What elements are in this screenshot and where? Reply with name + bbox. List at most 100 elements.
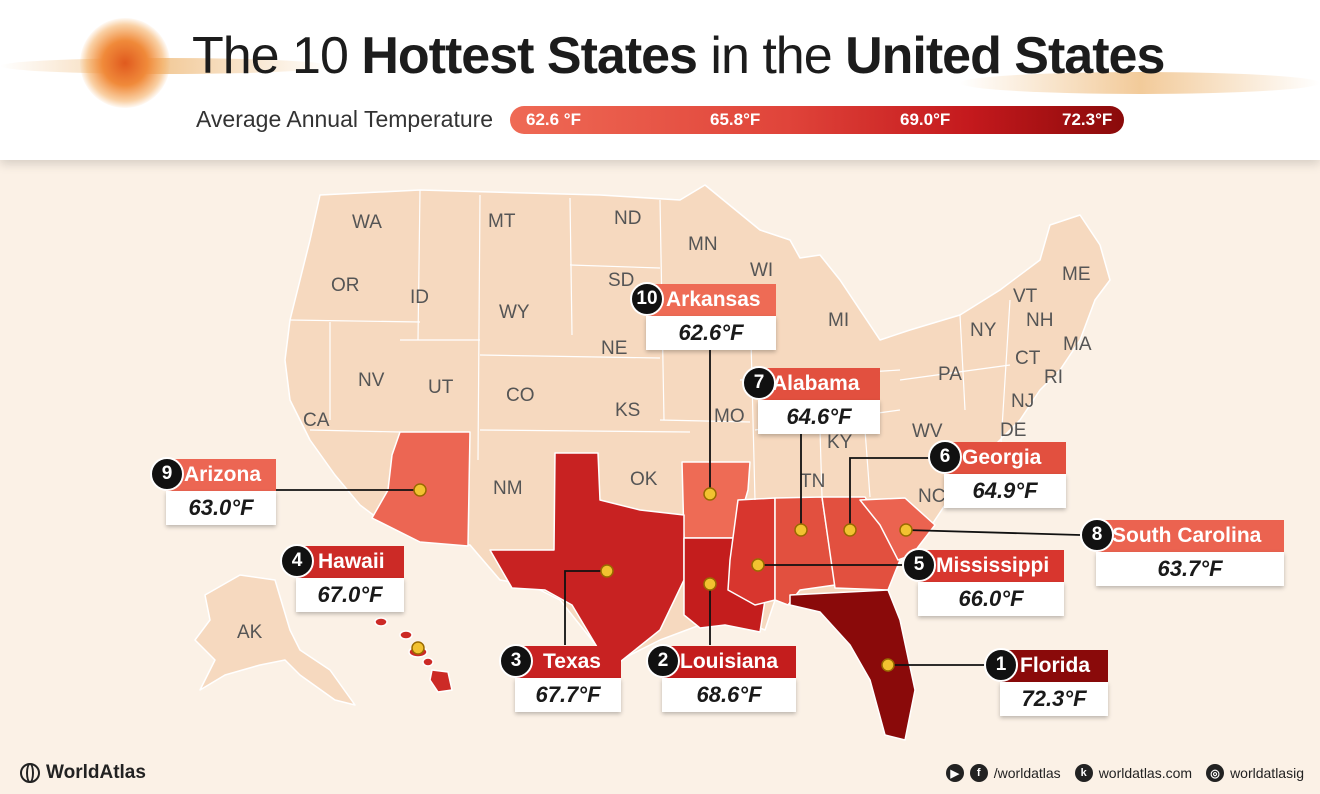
card-temp: 64.6°F	[758, 400, 880, 434]
website-icon[interactable]: k	[1074, 764, 1093, 782]
instagram-handle[interactable]: worldatlasig	[1230, 765, 1304, 781]
state-florida	[789, 589, 916, 741]
card-hawaii: Hawaii 67.0°F 4	[280, 544, 404, 612]
leader-lines	[275, 348, 1081, 666]
card-temp: 67.0°F	[296, 578, 404, 612]
label-mi: MI	[828, 310, 849, 331]
rank-badge: 2	[646, 644, 680, 678]
rank-badge: 8	[1080, 518, 1114, 552]
rank-badge: 6	[928, 440, 962, 474]
label-ri: RI	[1044, 367, 1063, 388]
label-ak: AK	[237, 622, 263, 643]
scale-label-2: 65.8°F	[710, 110, 761, 129]
card-state-name: Texas	[543, 650, 601, 673]
pin-georgia	[843, 523, 857, 537]
card-state-name: Arkansas	[666, 288, 761, 311]
card-temp: 72.3°F	[1000, 682, 1108, 716]
label-wi: WI	[750, 260, 773, 281]
card-name-bar: Louisiana	[662, 646, 796, 678]
card-alabama: Alabama 64.6°F 7	[742, 366, 880, 434]
card-name-bar: South Carolina	[1096, 520, 1284, 552]
facebook-icon[interactable]: f	[969, 764, 988, 782]
card-arkansas: Arkansas 62.6°F 10	[630, 282, 776, 350]
label-mo: MO	[714, 406, 745, 427]
card-temp: 63.0°F	[166, 491, 276, 525]
label-tn: TN	[800, 471, 825, 492]
page-title: The 10 Hottest States in the United Stat…	[192, 26, 1165, 86]
card-state-name: Florida	[1020, 654, 1091, 677]
label-wv: WV	[912, 421, 943, 442]
pin-arkansas	[703, 487, 717, 501]
label-nv: NV	[358, 370, 385, 391]
label-co: CO	[506, 385, 535, 406]
card-temp: 63.7°F	[1096, 552, 1284, 586]
title-bold-2: United States	[845, 27, 1165, 85]
card-texas: Texas 67.7°F 3	[499, 644, 621, 712]
card-name-bar: Georgia	[944, 442, 1066, 474]
label-mn: MN	[688, 234, 718, 255]
label-nh: NH	[1026, 310, 1053, 331]
label-mt: MT	[488, 211, 516, 232]
label-nd: ND	[614, 208, 641, 229]
label-id: ID	[410, 287, 429, 308]
pin-texas	[600, 564, 614, 578]
label-or: OR	[331, 275, 360, 296]
rank-badge: 1	[984, 648, 1018, 682]
rank-badge: 3	[499, 644, 533, 678]
card-name-bar: Arkansas	[646, 284, 776, 316]
alaska-shape	[194, 574, 356, 706]
card-name-bar: Mississippi	[918, 550, 1064, 582]
label-ks: KS	[615, 400, 640, 421]
label-ok: OK	[630, 469, 658, 490]
label-ne: NE	[601, 338, 627, 359]
sun-icon	[80, 18, 170, 108]
pin-hawaii	[411, 641, 425, 655]
scale-label-max: 72.3°F	[1062, 110, 1113, 129]
pin-louisiana	[703, 577, 717, 591]
label-vt: VT	[1013, 286, 1038, 307]
temperature-scale-bar: 62.6 °F 65.8°F 69.0°F 72.3°F	[510, 106, 1124, 134]
pin-south-carolina	[899, 523, 913, 537]
rank-badge: 7	[742, 366, 776, 400]
card-temp: 64.9°F	[944, 474, 1066, 508]
label-ma: MA	[1063, 334, 1092, 355]
scale-label-min: 62.6 °F	[526, 110, 581, 129]
subtitle: Average Annual Temperature	[196, 106, 494, 132]
social-handle[interactable]: /worldatlas	[993, 765, 1061, 781]
pins	[411, 483, 913, 672]
card-name-bar: Hawaii	[296, 546, 404, 578]
card-louisiana: Louisiana 68.6°F 2	[646, 644, 796, 712]
youtube-icon[interactable]: ▶	[945, 764, 964, 782]
label-ut: UT	[428, 377, 454, 398]
label-me: ME	[1062, 264, 1091, 285]
pin-florida	[881, 658, 895, 672]
card-florida: Florida 72.3°F 1	[984, 648, 1108, 716]
label-de: DE	[1000, 420, 1026, 441]
worldatlas-logo[interactable]: WorldAtlas	[20, 762, 146, 784]
state-abbreviation-labels: WA MT ND MN OR ID WY SD WI MI NY VT NH M…	[237, 208, 1092, 643]
label-ky: KY	[827, 432, 853, 453]
label-nc: NC	[918, 486, 945, 507]
pin-arizona	[413, 483, 427, 497]
globe-icon	[20, 763, 40, 783]
card-name-bar: Florida	[1000, 650, 1108, 682]
label-sd: SD	[608, 270, 634, 291]
website-link[interactable]: worldatlas.com	[1098, 765, 1193, 781]
pin-mississippi	[751, 558, 765, 572]
instagram-icon[interactable]: ◎	[1206, 764, 1225, 782]
card-arizona: Arizona 63.0°F 9	[150, 457, 276, 525]
card-name-bar: Arizona	[166, 459, 276, 491]
label-pa: PA	[938, 364, 962, 385]
card-georgia: Georgia 64.9°F 6	[928, 440, 1066, 508]
rank-badge: 4	[280, 544, 314, 578]
card-state-name: Alabama	[772, 372, 860, 395]
card-temp: 66.0°F	[918, 582, 1064, 616]
label-nj: NJ	[1011, 391, 1034, 412]
card-state-name: Hawaii	[318, 550, 385, 573]
card-state-name: Mississippi	[936, 554, 1050, 577]
card-state-name: Arizona	[184, 463, 262, 486]
label-nm: NM	[493, 478, 523, 499]
label-ca: CA	[303, 410, 330, 431]
header: The 10 Hottest States in the United Stat…	[0, 0, 1320, 160]
